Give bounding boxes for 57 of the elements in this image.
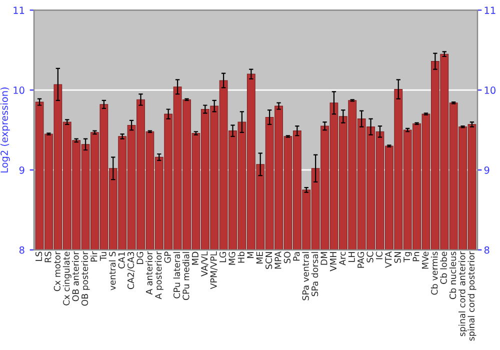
x-tick-label: Pir <box>90 251 98 262</box>
x-tick-label: CA1 <box>118 252 125 268</box>
x-tick-label: SO <box>284 252 290 264</box>
y2-tick-label: 10 <box>484 86 496 94</box>
x-tick-label: DM <box>320 252 328 265</box>
x-tick-label: RS <box>44 252 52 262</box>
x-tick-label: Pa <box>293 252 300 261</box>
x-tick-label: spinal cord posterior <box>468 251 476 341</box>
y2-tick-label: 9 <box>484 166 490 174</box>
x-tick-label: A posterior <box>154 251 164 300</box>
x-tick-label: M <box>247 252 254 258</box>
x-tick-label: Pn <box>412 252 420 262</box>
x-tick-label: Hb <box>238 252 244 263</box>
x-tick-label: PAG <box>357 252 364 268</box>
x-tick-label: DG <box>136 252 144 264</box>
y-tick-label: 8 <box>19 246 24 254</box>
x-tick-label: MG <box>228 252 236 265</box>
y-tick-label: 11 <box>14 6 24 14</box>
x-tick-label: SCN <box>265 252 272 269</box>
y2-tick-label: 11 <box>484 6 496 14</box>
y2-tick-label: 8 <box>484 246 490 254</box>
y-tick-label: 10 <box>14 86 24 94</box>
x-tick-label: Cx motor <box>54 251 60 292</box>
x-tick-label: SC <box>366 252 374 262</box>
x-tick-label: ventral S <box>108 252 116 290</box>
y-axis-title: Log2 (expression) <box>0 88 10 172</box>
x-tick-label: Cb lobe <box>440 252 447 284</box>
x-tick-label: LS <box>35 252 42 261</box>
x-tick-label: SN <box>394 252 401 263</box>
x-tick-label: VTA <box>385 251 392 268</box>
x-tick-label: spinal cord anterior <box>458 251 468 336</box>
x-tick-label: GP <box>164 252 171 263</box>
x-tick-label: OB posterior <box>81 251 90 306</box>
x-tick-label: VPM/VPL <box>210 251 218 290</box>
x-tick-label: SPa ventral <box>302 252 309 300</box>
x-tick-label: Tu <box>100 252 106 261</box>
x-tick-label: MPA <box>274 251 282 269</box>
x-tick-label: MVe <box>422 252 429 269</box>
x-tick-label: Tg <box>404 252 412 262</box>
x-tick-label: SPa dorsal <box>311 252 318 296</box>
x-tick-label: CPu lateral <box>173 252 180 298</box>
x-tick-label: LG <box>219 252 226 262</box>
x-tick-label: Arc <box>339 252 346 266</box>
x-tick-label: MD <box>192 252 198 265</box>
x-tick-label: CA2/CA3 <box>127 252 135 290</box>
x-tick-label: Cx cingulate <box>62 252 72 306</box>
x-tick-label: VMH <box>330 252 336 272</box>
x-tick-label: IC <box>376 252 383 260</box>
x-tick-label: LH <box>348 252 355 262</box>
x-tick-label: OB anterior <box>72 251 79 302</box>
x-tick-label: ME <box>256 252 263 264</box>
x-tick-label: Cb vermis <box>430 252 438 295</box>
x-tick-label: VA/VL <box>201 251 208 276</box>
x-tick-label: CPu medial <box>182 252 190 300</box>
x-tick-label: Cb nucleus <box>449 252 456 300</box>
y-tick-label: 9 <box>19 166 24 174</box>
x-tick-label: A anterior <box>146 251 152 295</box>
